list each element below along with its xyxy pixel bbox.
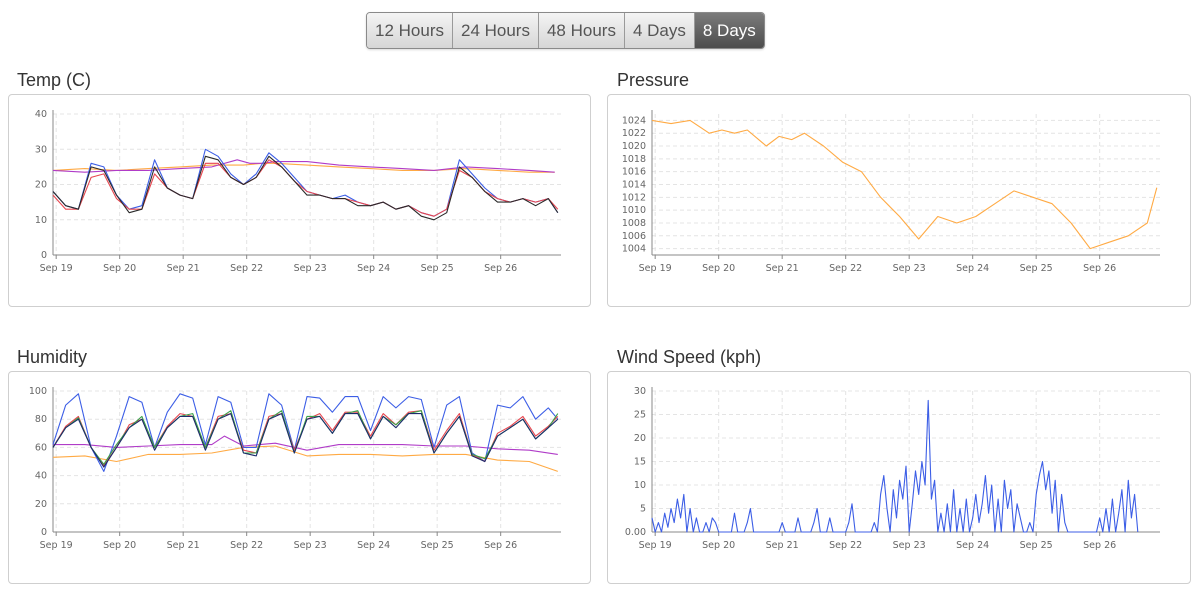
range-4-days-button[interactable]: 4 Days — [624, 13, 695, 48]
x-tick-label: Sep 25 — [421, 263, 454, 274]
temp-chart-title: Temp (C) — [17, 70, 92, 90]
y-tick-label: 1024 — [622, 115, 646, 126]
y-tick-label: 1004 — [622, 244, 646, 255]
range-12-hours-button[interactable]: 12 Hours — [367, 13, 453, 48]
series-line-green — [52, 410, 559, 465]
y-tick-label: 1018 — [622, 154, 646, 165]
x-tick-label: Sep 22 — [230, 263, 263, 274]
y-tick-label: 1010 — [622, 205, 646, 216]
x-tick-label: Sep 24 — [956, 540, 989, 551]
temp-chart-panel: 0 10 20 30 40 Sep 19 Sep 20 Sep 21 Sep 22 Sep 23 S… — [8, 94, 591, 307]
y-tick-label: 1006 — [622, 231, 646, 242]
range-48-hours-button[interactable]: 48 Hours — [538, 13, 625, 48]
x-tick-label: Sep 23 — [893, 263, 926, 274]
y-tick-label: 1022 — [622, 128, 646, 139]
y-tick-label: 0.00 — [625, 527, 646, 538]
y-tick-label: 100 — [29, 386, 47, 397]
x-tick-label: Sep 24 — [357, 540, 390, 551]
series-line-orange — [52, 162, 555, 173]
temp-chart: 0 10 20 30 40 Sep 19 Sep 20 Sep 21 Sep 22 Sep 23 S… — [35, 109, 561, 274]
x-tick-label: Sep 26 — [1083, 540, 1116, 551]
x-tick-label: Sep 23 — [294, 263, 327, 274]
x-tick-label: Sep 19 — [639, 540, 672, 551]
x-tick-label: Sep 25 — [1020, 263, 1053, 274]
y-tick-label: 0 — [41, 527, 47, 538]
x-tick-label: Sep 21 — [167, 263, 200, 274]
x-tick-label: Sep 22 — [829, 540, 862, 551]
pressure-chart-panel: 1004 1006 1008 1010 1012 1014 1016 1018 1020 1022… — [607, 94, 1191, 307]
x-tick-label: Sep 20 — [103, 540, 136, 551]
x-tick-label: Sep 19 — [639, 263, 672, 274]
y-tick-label: 1014 — [622, 180, 646, 191]
y-tick-label: 1020 — [622, 141, 646, 152]
humidity-chart: 0 20 40 60 80 100 Sep 19 Sep 20 Sep 21 Sep 22 Sep … — [29, 386, 561, 551]
y-tick-label: 30 — [35, 144, 47, 155]
x-tick-label: Sep 21 — [766, 263, 799, 274]
y-tick-label: 1012 — [622, 192, 646, 203]
x-tick-label: Sep 19 — [40, 263, 73, 274]
y-tick-label: 20 — [35, 499, 47, 510]
y-tick-label: 20 — [634, 433, 646, 444]
y-tick-label: 10 — [634, 480, 646, 491]
x-tick-label: Sep 26 — [484, 263, 517, 274]
series-line-navy — [52, 413, 559, 468]
x-tick-label: Sep 24 — [357, 263, 390, 274]
y-tick-label: 40 — [35, 471, 47, 482]
range-8-days-button[interactable]: 8 Days — [694, 13, 764, 48]
x-tick-label: Sep 19 — [40, 540, 73, 551]
range-24-hours-button[interactable]: 24 Hours — [452, 13, 539, 48]
x-tick-label: Sep 20 — [103, 263, 136, 274]
x-tick-label: Sep 25 — [421, 540, 454, 551]
y-tick-label: 1008 — [622, 218, 646, 229]
x-tick-label: Sep 26 — [1083, 263, 1116, 274]
y-tick-label: 20 — [35, 180, 47, 191]
wind-chart-panel: 0.00 5 10 15 20 25 30 Sep 19 Sep 20 Sep 21 Sep 22 S… — [607, 371, 1191, 584]
x-tick-label: Sep 22 — [230, 540, 263, 551]
y-tick-label: 60 — [35, 442, 47, 453]
wind-speed-chart: 0.00 5 10 15 20 25 30 Sep 19 Sep 20 Sep 21 Sep 22 S… — [625, 386, 1160, 551]
y-tick-label: 10 — [35, 215, 47, 226]
pressure-chart-title: Pressure — [617, 70, 690, 90]
y-tick-label: 30 — [634, 386, 646, 397]
x-tick-label: Sep 25 — [1020, 540, 1053, 551]
time-range-selector: 12 Hours 24 Hours 48 Hours 4 Days 8 Days — [366, 12, 765, 49]
series-line-blue — [52, 148, 559, 217]
series-line-black — [52, 155, 559, 221]
y-tick-label: 0 — [41, 250, 47, 261]
x-tick-label: Sep 20 — [702, 540, 735, 551]
x-tick-label: Sep 24 — [956, 263, 989, 274]
x-tick-label: Sep 22 — [829, 263, 862, 274]
y-tick-label: 1016 — [622, 167, 646, 178]
x-tick-label: Sep 20 — [702, 263, 735, 274]
x-tick-label: Sep 26 — [484, 540, 517, 551]
series-line-purple — [52, 159, 555, 173]
y-tick-label: 5 — [640, 504, 646, 515]
y-tick-label: 15 — [634, 457, 646, 468]
series-line-purple — [53, 435, 558, 455]
y-tick-label: 80 — [35, 414, 47, 425]
humidity-chart-panel: 0 20 40 60 80 100 Sep 19 Sep 20 Sep 21 Sep 22 Sep … — [8, 371, 591, 584]
y-tick-label: 40 — [35, 109, 47, 120]
y-tick-label: 25 — [634, 410, 646, 421]
wind-chart-title: Wind Speed (kph) — [617, 347, 762, 367]
x-tick-label: Sep 23 — [294, 540, 327, 551]
series-line-blue — [651, 399, 1139, 533]
humidity-chart-title: Humidity — [17, 347, 88, 367]
series-line-orange — [651, 119, 1158, 250]
x-tick-label: Sep 21 — [766, 540, 799, 551]
x-tick-label: Sep 21 — [167, 540, 200, 551]
x-tick-label: Sep 23 — [893, 540, 926, 551]
